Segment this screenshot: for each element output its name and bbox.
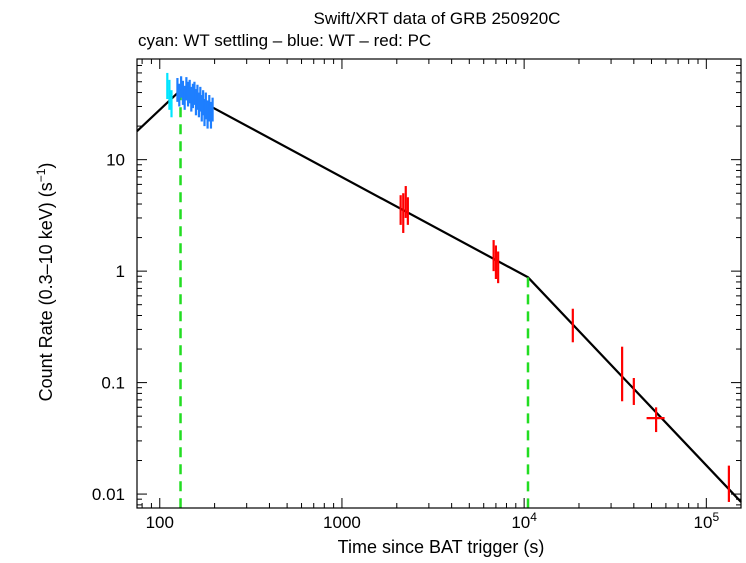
y-tick-label: 0.1: [101, 374, 125, 393]
y-axis-label-text: Count Rate (0.3–10 keV) (s: [36, 182, 56, 401]
x-axis-label: Time since BAT trigger (s): [338, 537, 545, 557]
y-axis-label: Count Rate (0.3–10 keV) (s−1): [34, 163, 56, 402]
x-tick-label: 104: [511, 510, 537, 532]
y-tick-label: 0.01: [92, 485, 125, 504]
x-tick-label: 100: [146, 513, 174, 532]
break-lines-layer: [179, 90, 530, 508]
chart-subtitle: cyan: WT settling – blue: WT – red: PC: [138, 31, 431, 50]
y-tick-label: 1: [116, 262, 125, 281]
x-tick-label: 1000: [323, 513, 361, 532]
axes-layer: 100 1000 104 105 0.01 0.1 1 10: [92, 58, 742, 532]
y-tick-label: 10: [106, 151, 125, 170]
y-axis-label-close: ): [36, 163, 56, 169]
y-axis-label-exponent: −1: [34, 168, 48, 182]
plot-frame: [136, 58, 742, 509]
data-points-layer: [166, 72, 730, 502]
series-wt: [176, 76, 214, 129]
chart-title: Swift/XRT data of GRB 250920C: [314, 9, 561, 28]
series-wt-settling: [166, 72, 173, 118]
x-tick-label: 105: [694, 510, 720, 532]
series-pc: [399, 186, 730, 502]
